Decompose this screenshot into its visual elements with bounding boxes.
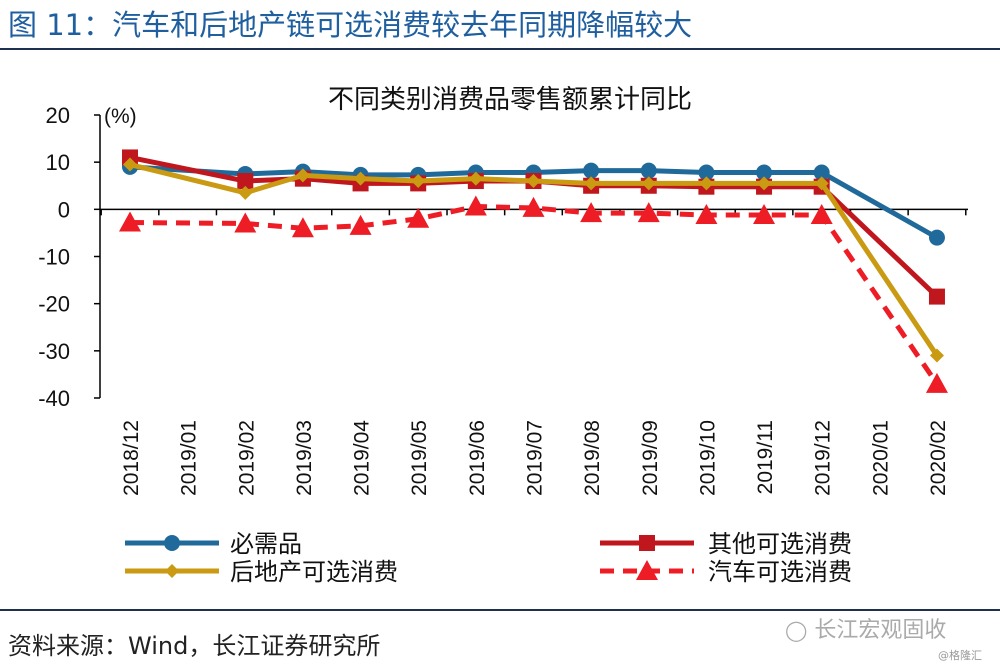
data-point xyxy=(699,176,714,191)
data-point xyxy=(928,229,945,246)
data-point xyxy=(928,288,945,305)
legend-marker xyxy=(164,535,180,551)
data-point xyxy=(122,149,138,166)
y-axis: 20 10 0 -10 -20 -30 -40 xyxy=(38,103,101,411)
y-tick-label: -20 xyxy=(38,292,70,317)
data-point xyxy=(637,202,660,223)
x-tick-label: 2019/01 xyxy=(178,420,201,496)
data-point xyxy=(464,195,487,216)
data-point xyxy=(584,176,599,191)
legend-item: 后地产可选消费 xyxy=(125,558,398,586)
plot-area xyxy=(119,149,948,393)
x-tick-label: 2020/02 xyxy=(927,420,950,496)
data-point xyxy=(756,164,773,181)
chart-svg: 不同类别消费品零售额累计同比 (%) 20 10 0 -10 -20 -30 -40 201… xyxy=(38,85,968,586)
data-point xyxy=(353,171,368,186)
data-point xyxy=(810,203,833,224)
bottom-divider xyxy=(0,609,1000,611)
data-point xyxy=(119,211,141,232)
x-tick-label: 2020/01 xyxy=(869,420,892,496)
data-point xyxy=(349,214,372,235)
x-tick-label: 2019/04 xyxy=(351,420,374,496)
x-tick-label: 2019/02 xyxy=(235,420,258,496)
watermark-small: @格隆汇 xyxy=(938,649,982,662)
x-tick-label: 2019/12 xyxy=(812,420,835,496)
data-point xyxy=(407,207,430,228)
legend-label: 汽车可选消费 xyxy=(708,558,852,586)
data-point xyxy=(580,202,603,223)
x-tick-label: 2019/05 xyxy=(408,420,431,496)
x-tick-label: 2019/10 xyxy=(696,420,719,496)
x-tick-label: 2019/07 xyxy=(523,420,546,496)
watermark-label: 长江宏观固收 xyxy=(814,618,947,643)
data-point xyxy=(238,185,253,200)
legend-marker xyxy=(636,560,658,580)
legend-label: 后地产可选消费 xyxy=(230,558,398,586)
data-point xyxy=(295,168,310,183)
data-point xyxy=(813,164,830,181)
x-tick-label: 2019/09 xyxy=(639,420,662,496)
y-tick-label: 0 xyxy=(58,197,70,222)
series-line xyxy=(129,204,940,386)
legend-marker xyxy=(165,564,179,578)
data-point xyxy=(753,203,776,224)
data-point xyxy=(468,171,483,186)
legend-marker xyxy=(639,535,655,551)
data-point xyxy=(695,203,718,224)
data-point xyxy=(123,157,137,172)
data-point xyxy=(234,212,257,233)
data-point xyxy=(640,162,657,179)
data-point xyxy=(237,173,254,190)
data-point xyxy=(929,348,944,363)
data-point xyxy=(291,217,314,238)
legend-item: 必需品 xyxy=(125,530,302,558)
x-axis: 2018/12 2019/01 2019/02 2019/03 2019/04 2019/… xyxy=(100,208,968,496)
x-tick-label: 2018/12 xyxy=(120,420,143,496)
x-tick-label: 2019/03 xyxy=(293,420,316,496)
top-divider xyxy=(0,48,1000,50)
x-tick-label: 2019/06 xyxy=(466,420,489,496)
data-point xyxy=(526,174,541,189)
x-tick-label: 2019/11 xyxy=(754,420,777,494)
legend-item: 汽车可选消费 xyxy=(600,558,852,586)
data-point xyxy=(757,176,772,191)
x-tick-label: 2019/08 xyxy=(581,420,604,496)
series-diamond xyxy=(123,157,944,363)
data-point xyxy=(925,372,948,393)
data-point xyxy=(522,196,545,217)
data-point xyxy=(814,176,829,191)
series-triangle xyxy=(119,195,948,393)
y-tick-label: 20 xyxy=(46,103,70,128)
y-axis-label: (%) xyxy=(104,105,137,128)
legend-item: 其他可选消费 xyxy=(600,530,852,558)
figure-title: 图 11：汽车和后地产链可选消费较去年同期降幅较大 xyxy=(8,8,693,42)
y-tick-label: -10 xyxy=(38,245,70,270)
y-tick-label: -40 xyxy=(38,386,70,411)
y-tick-label: 10 xyxy=(46,150,70,175)
data-point xyxy=(583,162,600,179)
wechat-icon: ◯ xyxy=(785,618,808,642)
chart-title: 不同类别消费品零售额累计同比 xyxy=(328,85,692,115)
legend-label: 必需品 xyxy=(230,530,302,558)
legend-label: 其他可选消费 xyxy=(708,530,852,558)
watermark: ◯ 长江宏观固收 xyxy=(785,612,946,644)
source-note: 资料来源：Wind，长江证券研究所 xyxy=(8,632,381,660)
data-point xyxy=(641,176,656,191)
y-tick-label: -30 xyxy=(38,339,70,364)
data-point xyxy=(411,174,426,189)
data-point xyxy=(698,164,715,181)
